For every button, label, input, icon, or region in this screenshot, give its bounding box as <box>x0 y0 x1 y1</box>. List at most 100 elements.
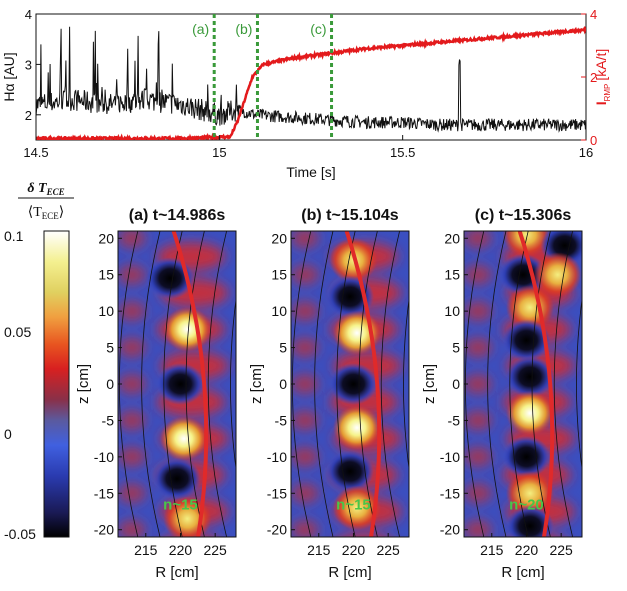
y-tick-label: 5 <box>279 340 287 356</box>
flux-surface-line <box>336 231 356 537</box>
hot-blob <box>159 416 208 462</box>
flux-surface-line <box>314 231 334 537</box>
y-left-tick-label: 4 <box>25 7 32 22</box>
heatmap-warm-patch <box>464 410 492 431</box>
heatmap-title: (b) t~15.104s <box>301 207 398 224</box>
x-tick-label: 16 <box>579 145 593 160</box>
y-tick-label: -10 <box>267 449 287 465</box>
heatmap-panel-a: (a) t~14.986s n~15 20 15 10 5 0 -5 -10 -15 -20 215 2… <box>75 207 237 581</box>
heatmap-warm-patch <box>118 483 146 504</box>
flux-surface-line <box>229 297 236 471</box>
heatmap-xlabel: R [cm] <box>155 564 198 581</box>
x-tick-label: 215 <box>134 542 158 558</box>
heatmap-field <box>291 231 409 537</box>
cold-blob <box>505 505 554 537</box>
y-tick-label: -15 <box>94 485 114 501</box>
x-tick-label: 220 <box>342 542 366 558</box>
heatmap-ylabel: z [cm] <box>75 364 92 404</box>
y-left-tick-label: 2 <box>25 108 32 123</box>
heatmap-panel-b: (b) t~15.104s n~15 20 15 10 5 0 -5 -10 -15 -20 215 2… <box>248 207 410 581</box>
flux-surface-line <box>553 231 573 537</box>
colorbar-tick-label: 0.1 <box>4 228 24 244</box>
y-tick-label: 15 <box>271 267 287 283</box>
heatmap-field <box>118 231 236 537</box>
hot-blob <box>533 252 582 298</box>
colorbar-tick-label: 0 <box>4 426 12 442</box>
x-tick-label: 220 <box>515 542 539 558</box>
y-left-tick-label: 3 <box>25 57 32 72</box>
heatmap-warm-patch <box>291 374 319 394</box>
heatmap-ylabel: z [cm] <box>248 364 265 404</box>
x-tick-label: 225 <box>203 542 227 558</box>
separatrix-line <box>517 231 555 537</box>
heatmap-warm-patch <box>118 446 146 467</box>
heatmap-field <box>464 231 582 537</box>
heatmap-warm-patch <box>118 374 146 394</box>
y-tick-label: 10 <box>444 303 460 319</box>
y-tick-label: -20 <box>267 522 287 538</box>
trace-series-layer <box>36 25 586 140</box>
cold-blob <box>156 363 205 405</box>
trace-right-ylabel: IRMP[kA/t] <box>593 49 612 106</box>
x-tick-label: 15.5 <box>390 145 415 160</box>
heatmap-warm-patch <box>118 410 146 431</box>
heatmap-warm-patch <box>464 264 492 285</box>
x-tick-label: 215 <box>307 542 331 558</box>
trace-left-ylabel: Hα [AU] <box>1 52 17 101</box>
flux-surface-line <box>487 231 507 537</box>
y-tick-label: 5 <box>452 340 460 356</box>
colorbar-gradient <box>43 230 70 538</box>
heatmap-xlabel: R [cm] <box>501 564 544 581</box>
flux-surface-line <box>402 297 409 471</box>
colorbar-label-denominator: ⟨TECE⟩ <box>28 205 64 221</box>
heatmap-warm-patch <box>291 301 319 322</box>
y-tick-label: 5 <box>106 340 114 356</box>
hot-blob <box>505 470 554 516</box>
hot-blob <box>505 390 554 436</box>
heatmap-warm-patch <box>464 519 492 537</box>
heatmap-warm-patch <box>291 446 319 467</box>
y-tick-label: -5 <box>102 412 115 428</box>
flux-surface-line <box>575 297 582 471</box>
y-tick-label: 20 <box>98 230 114 246</box>
flux-surface-line <box>380 231 400 537</box>
time-trace-panel: (a) (b) (c) 14.5 15 15.5 16 2 3 4 0 2 4 Hα [AU] IRM… <box>1 7 612 180</box>
y-tick-label: 10 <box>271 303 287 319</box>
y-tick-label: 20 <box>271 230 287 246</box>
colorbar-tick-label: -0.05 <box>4 526 36 542</box>
y-right-tick-label: 2 <box>590 70 597 85</box>
y-tick-label: -20 <box>440 522 460 538</box>
mode-number-label: n~20 <box>509 496 544 513</box>
x-tick-label: 220 <box>169 542 193 558</box>
y-tick-label: -5 <box>448 412 461 428</box>
y-tick-label: 0 <box>106 376 114 392</box>
x-tick-label: 215 <box>480 542 504 558</box>
halpha-line <box>36 26 586 133</box>
y-right-tick-label: 0 <box>590 133 597 148</box>
heatmap-warm-patch <box>291 483 319 504</box>
heatmap-warm-patch <box>291 519 319 537</box>
cold-blob <box>329 363 378 405</box>
cold-blob <box>502 435 551 478</box>
trace-ticks: 14.5 15 15.5 16 2 3 4 0 2 4 <box>23 7 597 160</box>
heatmap-warm-patch <box>464 337 492 358</box>
flux-surface-line <box>358 231 378 537</box>
heatmap-xlabel: R [cm] <box>328 564 371 581</box>
colorbar-label-numerator: δ TECE <box>27 181 64 197</box>
hot-blob <box>502 231 551 258</box>
flux-surface-line <box>531 231 551 537</box>
colorbar-ticks: 0.1 0.05 0 -0.05 <box>4 228 36 542</box>
heatmap-warm-patch <box>291 264 319 285</box>
mode-number-label: n~15 <box>336 496 371 513</box>
heatmap-warm-patch <box>291 231 319 249</box>
y-tick-label: 15 <box>98 267 114 283</box>
flux-surface-line <box>207 231 227 537</box>
cold-blob <box>326 450 374 493</box>
cold-blob <box>505 355 554 398</box>
colorbar-tick-label: 0.05 <box>4 324 31 340</box>
heatmap-warm-patch <box>118 337 146 358</box>
flux-surface-line <box>185 231 205 537</box>
heatmap-title: (a) t~14.986s <box>129 207 226 224</box>
y-tick-label: 15 <box>444 267 460 283</box>
